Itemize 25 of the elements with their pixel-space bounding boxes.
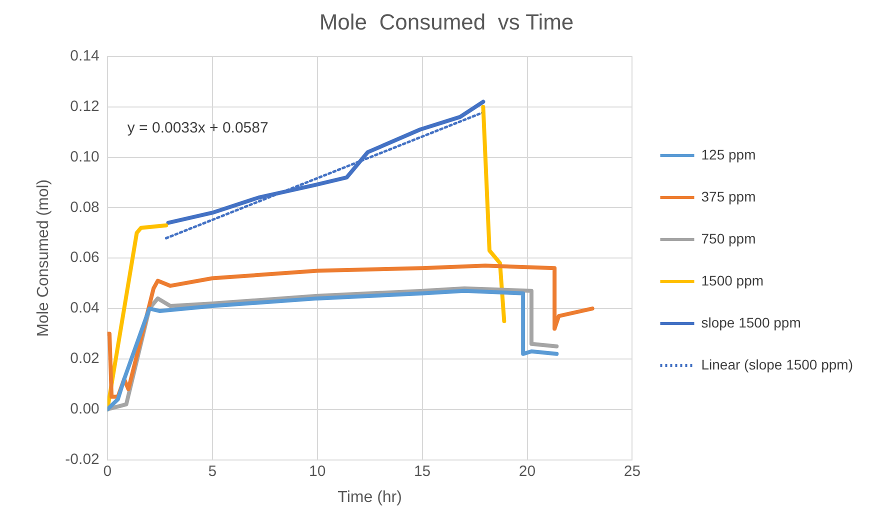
- y-tick-label: 0.14: [70, 48, 100, 65]
- y-axis-title: Mole Consumed (mol): [35, 179, 52, 337]
- legend-label: 750 ppm: [701, 230, 756, 246]
- chart-title: Mole Consumed vs Time: [319, 9, 574, 34]
- annotation: y = 0.0033x + 0.0587: [127, 120, 268, 137]
- y-tick-label: 0.04: [70, 300, 100, 317]
- x-tick-label: 20: [518, 462, 536, 480]
- x-tick-label: 25: [624, 462, 641, 480]
- x-tick-label: 10: [308, 462, 326, 480]
- legend-label: Linear (slope 1500 ppm): [701, 356, 854, 372]
- y-tick-label: 0.00: [70, 400, 100, 418]
- x-tick-label: 0: [103, 462, 112, 480]
- x-tick-label: 15: [414, 462, 431, 480]
- y-tick-label: 0.08: [70, 198, 100, 216]
- y-tick-label: 0.10: [70, 148, 100, 166]
- legend-label: 375 ppm: [701, 188, 756, 204]
- y-tick-label: 0.12: [70, 98, 100, 115]
- legend-label: 1500 ppm: [701, 272, 764, 288]
- y-tick-label: 0.06: [70, 249, 100, 266]
- legend-label: slope 1500 ppm: [701, 314, 801, 330]
- y-tick-label: 0.02: [70, 350, 100, 368]
- x-axis-title: Time (hr): [338, 488, 402, 506]
- legend-label: 125 ppm: [701, 146, 756, 162]
- x-tick-label: 5: [208, 462, 217, 480]
- y-tick-label: -0.02: [65, 450, 100, 468]
